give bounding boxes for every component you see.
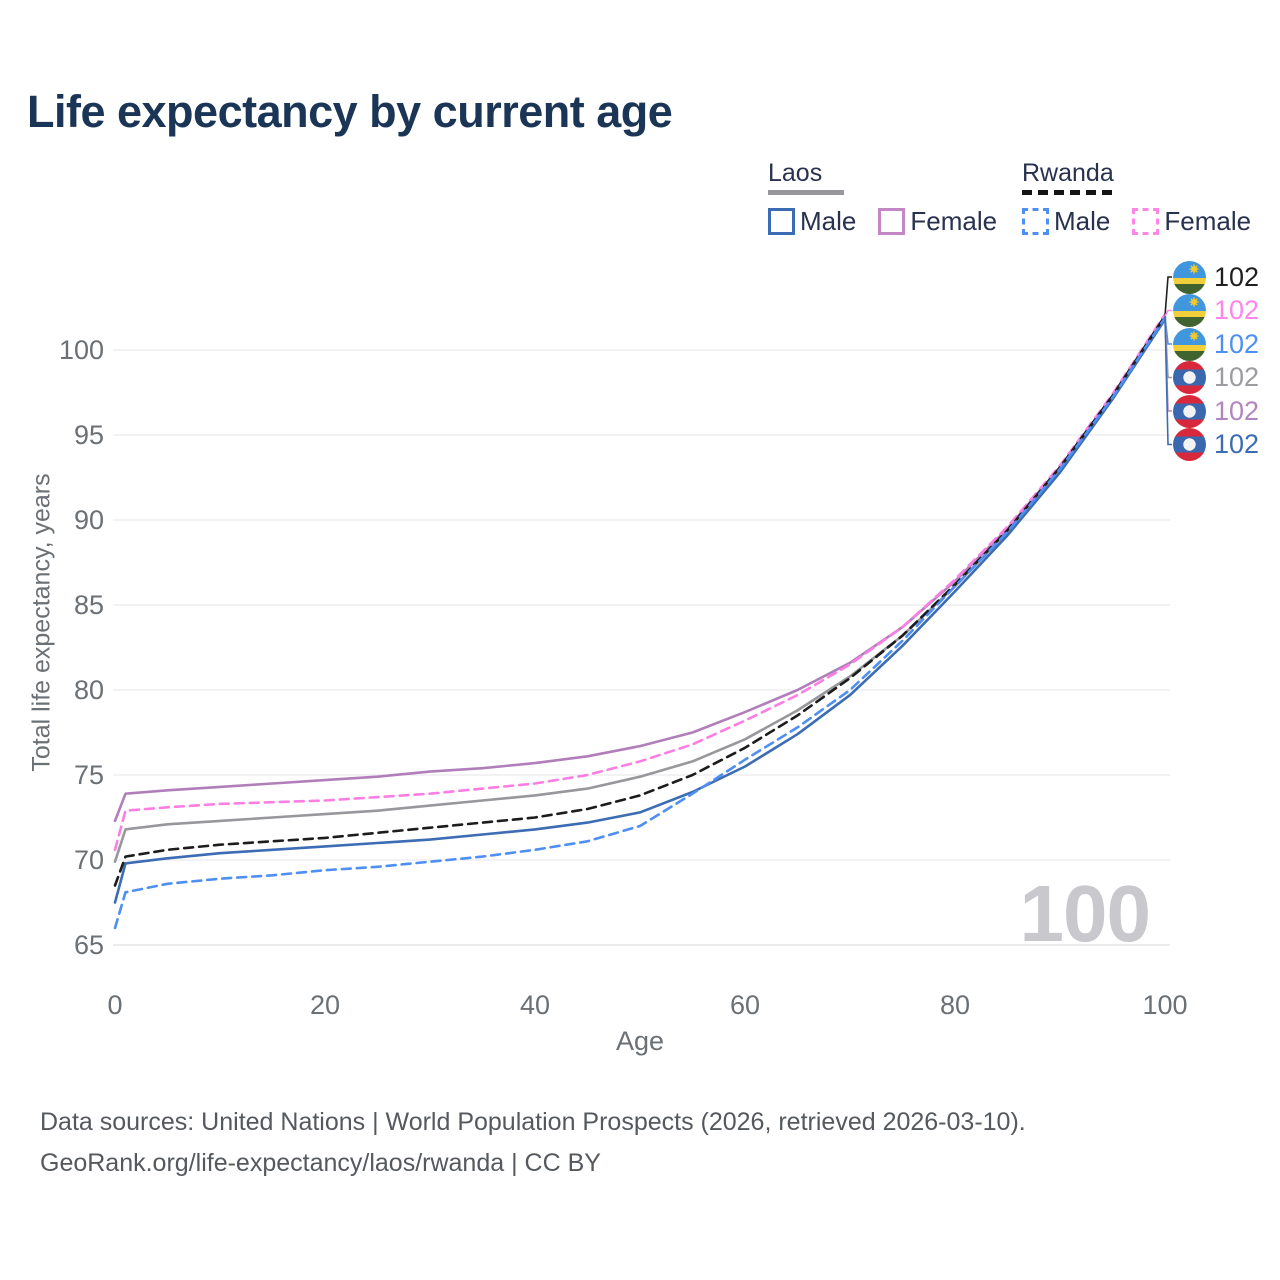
age-counter-watermark: 100: [1019, 869, 1151, 958]
laos-male-swatch[interactable]: [768, 208, 795, 235]
rwanda-flag-icon: [1173, 260, 1206, 294]
y-tick-75: 75: [74, 760, 104, 790]
y-tick-65: 65: [74, 930, 104, 960]
y-tick-70: 70: [74, 845, 104, 875]
end-label-value: 102: [1214, 395, 1260, 426]
y-tick-100: 100: [59, 335, 104, 365]
laos-male-label[interactable]: Male: [800, 206, 857, 236]
end-label-leader: [1164, 315, 1172, 446]
y-tick-85: 85: [74, 590, 104, 620]
laos-flag-icon: [1173, 394, 1206, 428]
legend-country-rwanda[interactable]: Rwanda: [1022, 159, 1114, 187]
series-line-laos-female[interactable]: [113, 314, 1167, 823]
rwanda-male-swatch[interactable]: [1022, 208, 1049, 235]
end-label-value: 102: [1214, 362, 1260, 392]
laos-flag-icon: [1173, 428, 1206, 461]
page-title: Life expectancy by current age: [27, 86, 673, 137]
end-label-value: 102: [1214, 295, 1260, 325]
x-tick-100: 100: [1142, 990, 1187, 1020]
series-line-laos-total[interactable]: [113, 316, 1167, 864]
y-tick-80: 80: [74, 675, 104, 705]
end-label-leader: [1164, 276, 1172, 317]
legend-country-laos[interactable]: Laos: [768, 159, 823, 187]
x-tick-60: 60: [730, 990, 760, 1020]
legend-group-laos: Laos Male Female: [768, 160, 997, 237]
rwanda-flag-icon: [1173, 327, 1206, 361]
series-line-rwanda-total[interactable]: [113, 314, 1167, 887]
x-tick-80: 80: [940, 990, 970, 1020]
end-label-row-laos-5[interactable]: 102: [1173, 428, 1259, 462]
y-tick-90: 90: [74, 505, 104, 535]
laos-female-label[interactable]: Female: [910, 206, 998, 236]
end-label-row-rwanda-2[interactable]: 102: [1173, 327, 1259, 361]
laos-solid-line-swatch: [768, 190, 844, 195]
laos-flag-icon: [1173, 361, 1206, 394]
end-label-row-laos-4[interactable]: 102: [1173, 394, 1259, 428]
x-tick-20: 20: [310, 990, 340, 1020]
rwanda-flag-icon: [1173, 294, 1206, 327]
end-label-row-rwanda-0[interactable]: 102: [1173, 260, 1259, 294]
y-axis-title: Total life expectancy, years: [27, 473, 56, 772]
laos-female-swatch[interactable]: [878, 208, 906, 235]
series-line-rwanda-female[interactable]: [113, 312, 1167, 852]
end-label-value: 102: [1214, 429, 1260, 459]
data-sources-note: Data sources: United Nations | World Pop…: [40, 1108, 1026, 1136]
end-label-row-rwanda-1[interactable]: 102: [1173, 294, 1259, 328]
end-label-row-laos-3[interactable]: 102: [1173, 361, 1259, 395]
rwanda-female-swatch[interactable]: [1132, 208, 1160, 235]
y-tick-95: 95: [74, 420, 104, 450]
series-line-laos-male[interactable]: [113, 318, 1167, 904]
x-tick-0: 0: [107, 990, 122, 1020]
series-line-rwanda-male[interactable]: [113, 316, 1167, 930]
legend-group-rwanda: Rwanda Male Female: [1022, 160, 1251, 237]
rwanda-male-label[interactable]: Male: [1054, 206, 1111, 236]
end-label-leader: [1164, 309, 1172, 317]
rwanda-female-label[interactable]: Female: [1164, 206, 1252, 236]
source-url-note: GeoRank.org/life-expectancy/laos/rwanda …: [40, 1149, 601, 1177]
x-tick-40: 40: [520, 990, 550, 1020]
rwanda-dashed-line-swatch: [1022, 190, 1112, 195]
end-label-value: 102: [1214, 261, 1260, 292]
x-axis-title: Age: [615, 1026, 665, 1056]
end-label-value: 102: [1214, 328, 1260, 359]
